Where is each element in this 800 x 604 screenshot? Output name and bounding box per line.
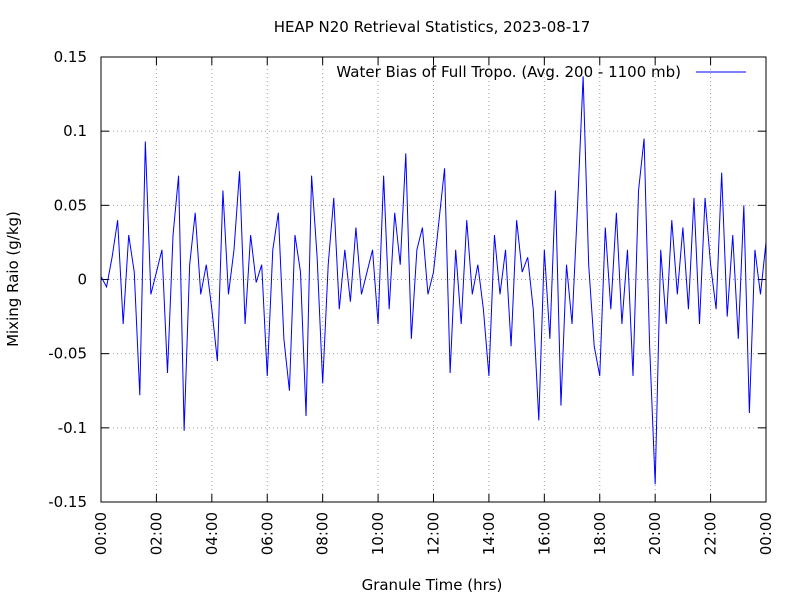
x-tick-label: 00:00 <box>92 512 110 555</box>
y-tick-label: -0.15 <box>48 493 87 511</box>
legend-label: Water Bias of Full Tropo. (Avg. 200 - 11… <box>336 63 681 81</box>
y-tick-label: 0.1 <box>63 122 87 140</box>
x-tick-label: 20:00 <box>646 512 664 555</box>
x-tick-label: 08:00 <box>314 512 332 555</box>
plot-border <box>100 56 767 503</box>
x-tick-label: 16:00 <box>535 512 553 555</box>
x-tick-label: 18:00 <box>591 512 609 555</box>
y-tick-label: -0.05 <box>48 345 87 363</box>
x-tick-label: 00:00 <box>757 512 775 555</box>
chart-title: HEAP N20 Retrieval Statistics, 2023-08-1… <box>274 18 591 36</box>
x-tick-label: 06:00 <box>258 512 276 555</box>
y-tick-label: 0.05 <box>54 196 87 214</box>
y-tick-label: 0 <box>77 271 87 289</box>
x-tick-label: 22:00 <box>702 512 720 555</box>
x-tick-label: 04:00 <box>203 512 221 555</box>
data-line <box>100 76 767 485</box>
y-axis-label: Mixing Raio (g/kg) <box>4 211 22 347</box>
x-tick-label: 02:00 <box>147 512 165 555</box>
y-tick-label: 0.15 <box>54 48 87 66</box>
x-tick-label: 14:00 <box>480 512 498 555</box>
x-axis-label: Granule Time (hrs) <box>362 576 503 594</box>
y-tick-label: -0.1 <box>58 419 87 437</box>
x-tick-label: 12:00 <box>425 512 443 555</box>
x-tick-label: 10:00 <box>369 512 387 555</box>
